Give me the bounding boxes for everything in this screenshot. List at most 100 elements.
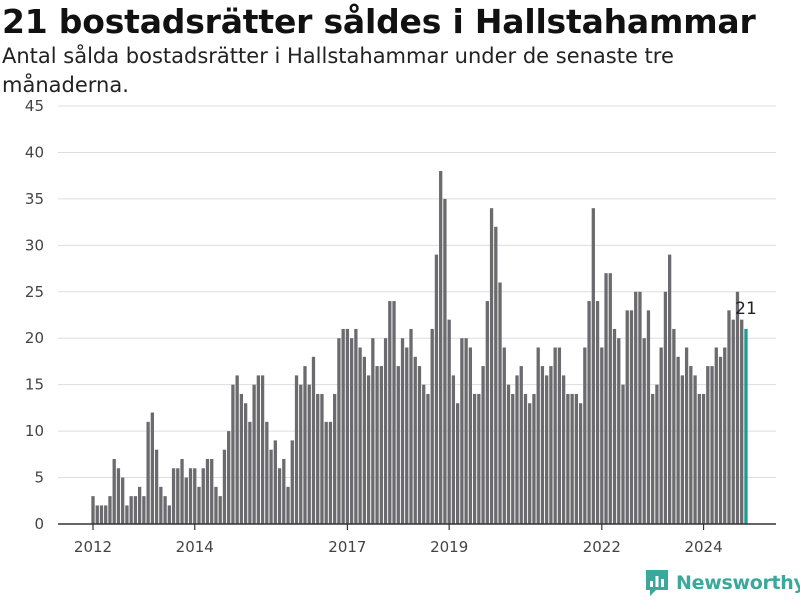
bar <box>439 171 443 524</box>
bar <box>735 291 740 524</box>
bar <box>133 496 138 524</box>
bar <box>629 310 634 524</box>
bar <box>557 347 562 524</box>
bar <box>235 375 239 524</box>
bar <box>121 477 125 524</box>
bar <box>193 468 197 524</box>
bar <box>345 328 350 524</box>
bar <box>405 347 409 524</box>
bar <box>426 393 430 524</box>
bar <box>222 449 227 524</box>
chart-title: 21 bostadsrätter såldes i Hallstahammar <box>2 2 756 41</box>
bar <box>481 366 485 524</box>
bar <box>693 375 697 524</box>
bar <box>129 496 133 524</box>
bar <box>591 208 595 524</box>
bar <box>451 375 456 524</box>
bar <box>578 403 583 524</box>
bar <box>379 366 383 524</box>
y-tick-label: 5 <box>34 469 44 487</box>
x-tick-label: 2019 <box>430 538 468 556</box>
bar <box>477 393 481 524</box>
bar <box>430 328 434 524</box>
bar <box>176 468 180 524</box>
bar <box>595 301 600 524</box>
y-tick-label: 30 <box>25 236 44 254</box>
bar <box>506 384 511 524</box>
bar <box>150 412 155 524</box>
bar <box>676 356 680 524</box>
bar <box>95 505 99 524</box>
bar <box>523 393 528 524</box>
bar <box>311 356 316 524</box>
bar <box>282 458 286 524</box>
bar <box>265 421 269 524</box>
bar <box>718 356 723 524</box>
bar <box>464 338 468 524</box>
bar <box>349 338 354 524</box>
highlight-value-label: 21 <box>735 299 757 319</box>
bar <box>108 496 112 524</box>
x-axis: 2012 2014 2017 2019 2022 2024 <box>58 523 776 556</box>
bar <box>642 338 646 524</box>
bar <box>307 384 311 524</box>
bar <box>413 356 417 524</box>
bar <box>621 384 625 524</box>
bar <box>324 421 328 524</box>
bar <box>248 421 252 524</box>
bar <box>697 393 701 524</box>
bar <box>634 291 638 524</box>
bar <box>396 366 400 524</box>
bar <box>218 496 222 524</box>
bar <box>710 366 714 524</box>
bar <box>536 347 540 524</box>
bar <box>333 393 337 524</box>
bar <box>460 338 464 524</box>
bar <box>112 458 116 524</box>
bar <box>163 496 167 524</box>
bar <box>587 301 591 524</box>
bar <box>260 375 265 524</box>
bar <box>549 366 553 524</box>
y-tick-label: 40 <box>25 143 44 161</box>
bar <box>604 273 608 524</box>
x-tick-label: 2014 <box>176 538 214 556</box>
x-tick-label: 2022 <box>583 538 621 556</box>
bar <box>188 468 193 524</box>
bar <box>566 393 570 524</box>
bar <box>472 393 477 524</box>
bar <box>701 393 706 524</box>
bar <box>422 384 426 524</box>
bar <box>502 347 506 524</box>
bar <box>617 338 621 524</box>
bar <box>154 449 159 524</box>
bar <box>273 440 277 524</box>
y-tick-label: 45 <box>25 97 44 115</box>
bar <box>243 403 248 524</box>
y-tick-label: 15 <box>25 376 44 394</box>
bar <box>612 328 617 524</box>
bar <box>231 384 235 524</box>
bar <box>646 310 651 524</box>
bar <box>337 338 341 524</box>
bar <box>392 301 396 524</box>
bar <box>485 301 489 524</box>
bar <box>706 366 710 524</box>
newsworthy-logo-text: Newsworthy <box>676 572 800 594</box>
bar <box>659 347 663 524</box>
bar <box>667 254 672 524</box>
bar <box>731 319 735 524</box>
bar <box>366 375 371 524</box>
x-tick-label: 2012 <box>74 538 112 556</box>
bar <box>723 347 727 524</box>
bar <box>663 291 668 524</box>
bar <box>400 338 405 524</box>
bar <box>354 328 358 524</box>
bar <box>540 366 545 524</box>
bar <box>316 393 320 524</box>
bar <box>511 393 515 524</box>
bar <box>519 366 523 524</box>
bar <box>299 384 303 524</box>
bar <box>680 375 685 524</box>
